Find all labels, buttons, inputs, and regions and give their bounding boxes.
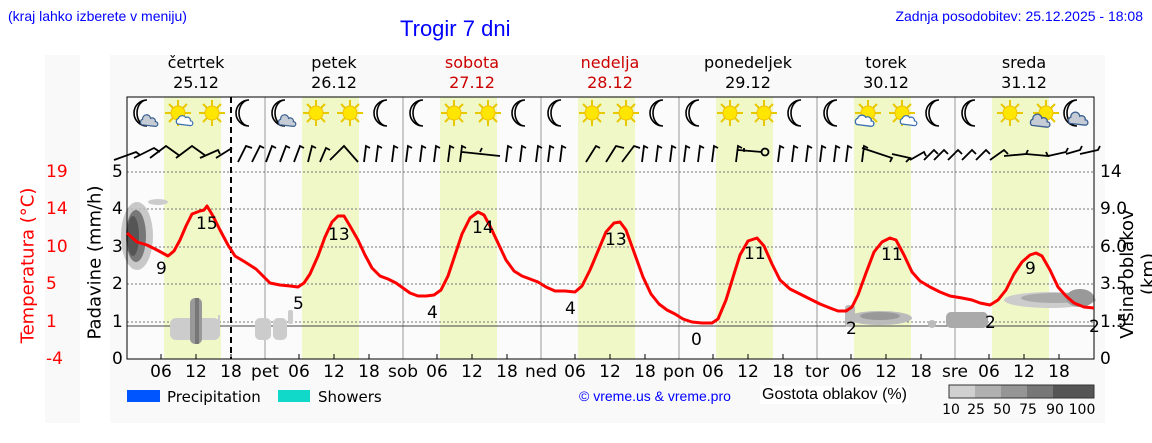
svg-text:sob: sob <box>388 362 418 382</box>
temp-tick: 19 <box>46 162 68 182</box>
precipitation-legend-label: Precipitation <box>167 388 261 406</box>
svg-text:12: 12 <box>185 362 207 382</box>
svg-text:2: 2 <box>985 313 996 333</box>
svg-text:18: 18 <box>358 362 380 382</box>
copyright-link[interactable]: © vreme.us & vreme.pro <box>579 388 731 404</box>
svg-text:12: 12 <box>1013 362 1035 382</box>
precip-tick: 5 <box>112 162 123 182</box>
svg-text:0: 0 <box>691 330 702 350</box>
svg-text:12: 12 <box>461 362 483 382</box>
precipitation-swatch <box>127 390 160 402</box>
temp-tick: 1 <box>46 312 57 332</box>
svg-text:5: 5 <box>293 294 304 314</box>
svg-text:2: 2 <box>846 319 857 339</box>
day-header-weekend: nedelja 28.12 <box>580 53 640 92</box>
wind-barbs <box>113 144 1101 163</box>
temp-tick: -4 <box>46 349 63 369</box>
temp-tick: 5 <box>46 274 57 294</box>
precip-tick: 3 <box>112 237 123 257</box>
svg-text:18: 18 <box>496 362 518 382</box>
svg-text:pet: pet <box>251 362 279 382</box>
svg-text:06: 06 <box>702 362 724 382</box>
temp-tick: 14 <box>46 199 68 219</box>
cloud-density-blobs <box>121 199 1096 344</box>
svg-text:pon: pon <box>663 362 695 382</box>
precip-tick: 2 <box>112 274 123 294</box>
temp-tick: 10 <box>46 237 68 257</box>
precip-tick: 1 <box>112 312 123 332</box>
x-axis-labels: 06 12 18 pet 06 12 18 sob 06 12 18 ned 0… <box>150 362 1070 382</box>
svg-text:2: 2 <box>1089 317 1100 337</box>
svg-text:15: 15 <box>196 214 218 234</box>
svg-text:18: 18 <box>910 362 932 382</box>
svg-text:ned: ned <box>525 362 557 382</box>
svg-text:4: 4 <box>565 299 576 319</box>
svg-text:12: 12 <box>737 362 759 382</box>
precip-tick: 0 <box>112 349 123 369</box>
svg-text:tor: tor <box>805 362 829 382</box>
svg-text:90: 90 <box>1046 402 1064 418</box>
cloud-height-tick: 9.0 <box>1100 199 1128 219</box>
svg-text:25: 25 <box>967 402 985 418</box>
showers-swatch <box>278 390 310 402</box>
day-header: sreda 31.12 <box>1001 53 1047 92</box>
svg-text:18: 18 <box>634 362 656 382</box>
cloud-height-tick: 6.0 <box>1100 237 1128 257</box>
svg-text:13: 13 <box>328 225 350 245</box>
cloud-height-tick: 14 <box>1100 162 1122 182</box>
svg-text:06: 06 <box>564 362 586 382</box>
day-header: petek 26.12 <box>311 53 357 92</box>
svg-text:11: 11 <box>881 245 903 265</box>
svg-text:06: 06 <box>978 362 1000 382</box>
svg-text:06: 06 <box>150 362 172 382</box>
precip-tick: 4 <box>112 199 123 219</box>
temp-axis-panel <box>45 55 80 423</box>
cloud-density-scale <box>948 384 1095 399</box>
location-hint-link[interactable]: (kraj lahko izberete v meniju) <box>8 8 187 24</box>
temp-annotations: 9 15 5 13 4 14 4 13 0 11 2 11 2 9 2 <box>156 214 1100 350</box>
svg-text:18: 18 <box>1048 362 1070 382</box>
svg-text:06: 06 <box>426 362 448 382</box>
day-header-weekend: sobota 27.12 <box>444 53 500 92</box>
svg-text:9: 9 <box>156 259 167 279</box>
day-header: ponedeljek 29.12 <box>704 53 792 92</box>
cloud-height-tick: 0 <box>1100 349 1111 369</box>
svg-text:4: 4 <box>427 303 438 323</box>
svg-text:11: 11 <box>744 244 766 264</box>
svg-text:50: 50 <box>993 402 1011 418</box>
svg-text:75: 75 <box>1019 402 1037 418</box>
svg-text:12: 12 <box>599 362 621 382</box>
showers-legend-label: Showers <box>318 388 382 406</box>
svg-text:10: 10 <box>942 402 960 418</box>
temperature-line <box>125 204 1095 325</box>
cloud-height-tick: 3.5 <box>1100 274 1128 294</box>
svg-text:9: 9 <box>1025 259 1036 279</box>
svg-text:06: 06 <box>288 362 310 382</box>
day-header: četrtek 25.12 <box>167 53 225 92</box>
svg-text:sre: sre <box>942 362 968 382</box>
last-update: Zadnja posodobitev: 25.12.2025 - 18:08 <box>895 8 1143 24</box>
cloud-height-tick: 1.5 <box>1100 312 1128 332</box>
svg-text:13: 13 <box>605 230 627 250</box>
svg-text:18: 18 <box>220 362 242 382</box>
svg-text:12: 12 <box>323 362 345 382</box>
svg-text:14: 14 <box>472 218 494 238</box>
svg-text:06: 06 <box>840 362 862 382</box>
page-title: Trogir 7 dni <box>400 16 511 41</box>
svg-text:12: 12 <box>875 362 897 382</box>
cloud-density-label: Gostota oblakov (%) <box>760 386 909 404</box>
svg-text:100: 100 <box>1069 402 1096 418</box>
svg-text:18: 18 <box>772 362 794 382</box>
day-header: torek 30.12 <box>863 53 909 92</box>
